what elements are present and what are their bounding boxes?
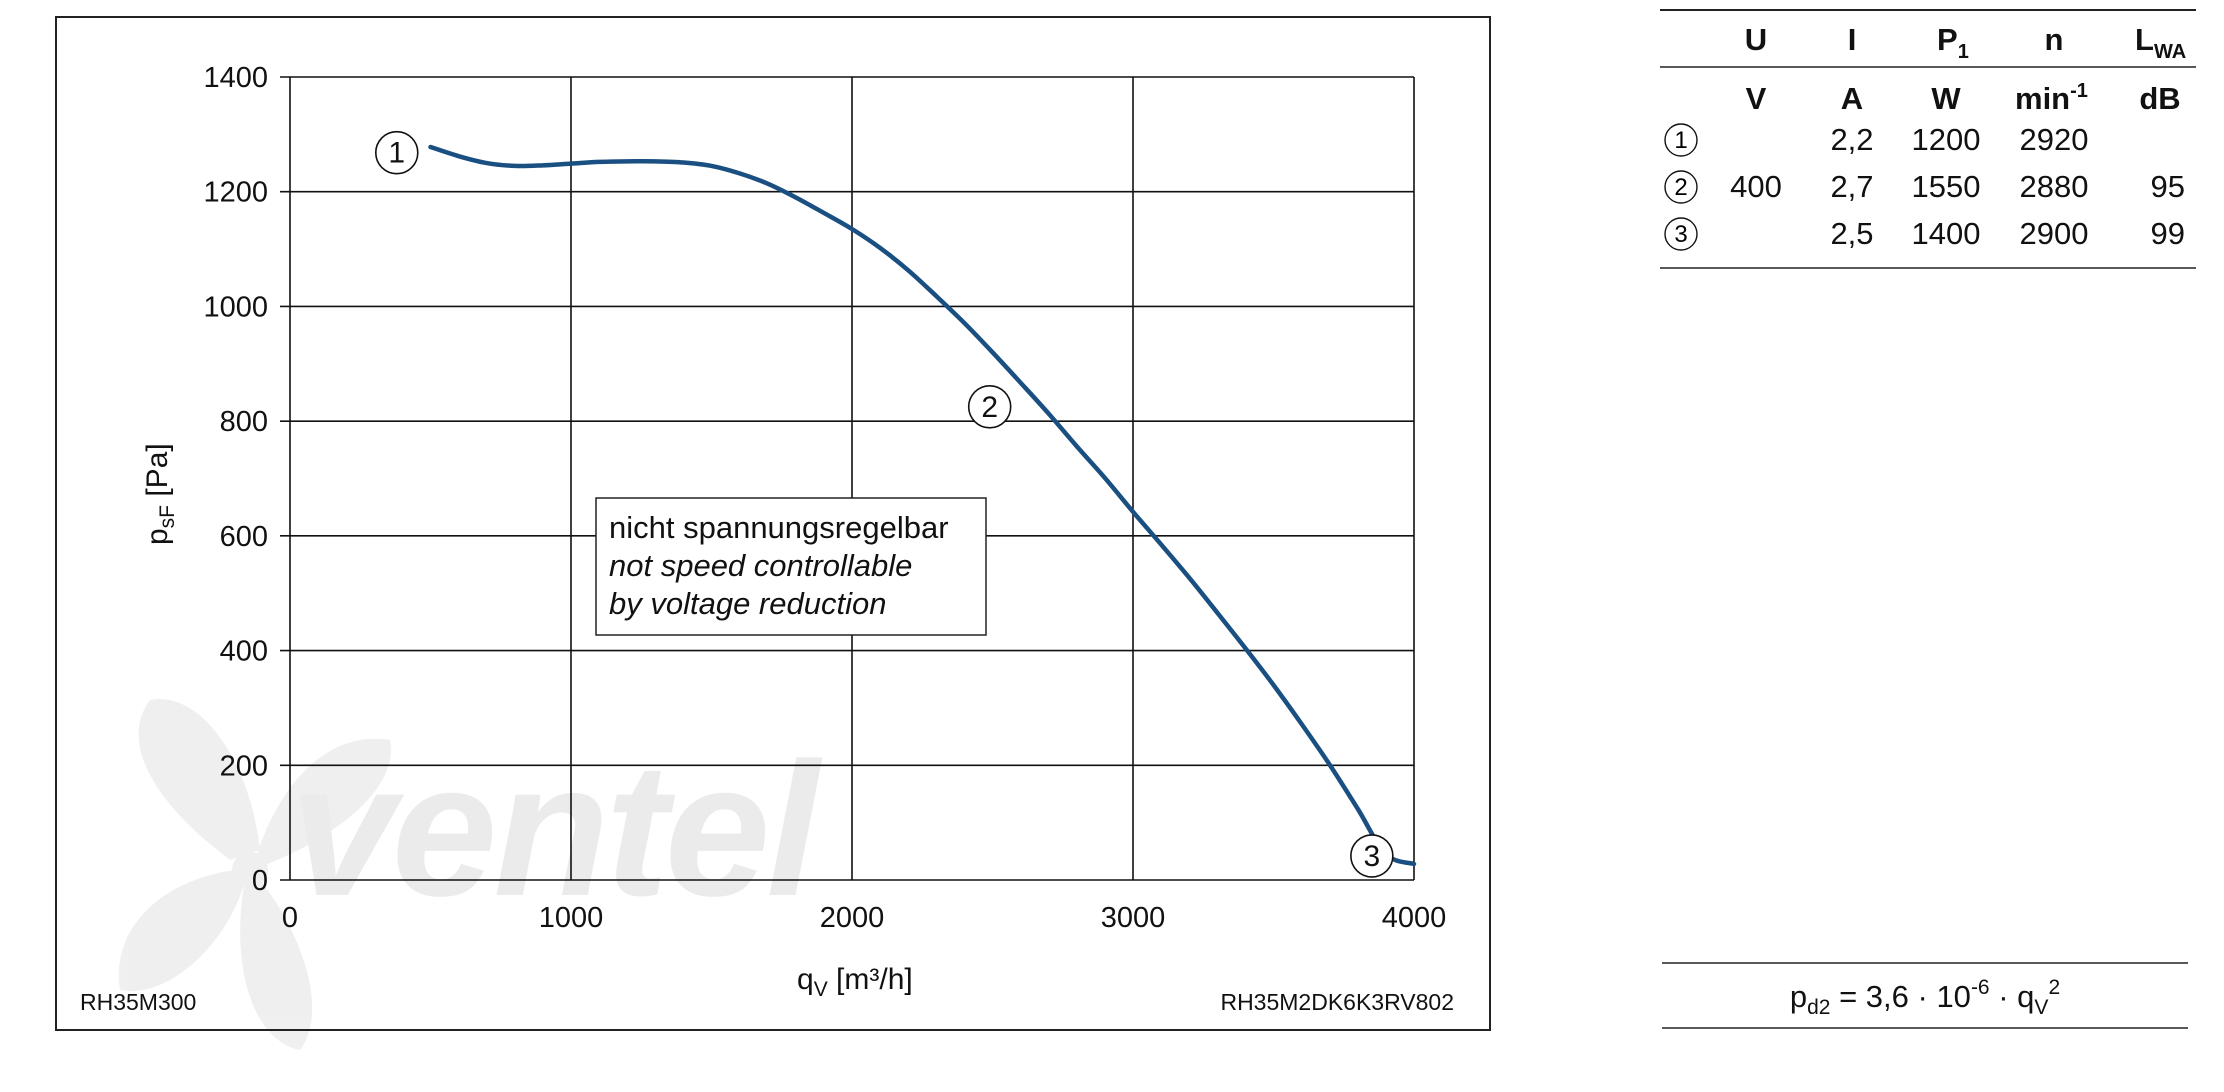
formula-text: pd2 = 3,6 · 10-6 · qV2 [1790,976,2060,1019]
unit-a: A [1841,81,1863,116]
cell-n: 2880 [2020,169,2089,204]
cell-p1: 1400 [1912,216,1981,251]
unit-db: dB [2139,81,2180,116]
operating-point-circle-3 [1350,834,1394,878]
table-header-symbols: U I P1 n LWA [1745,22,2186,63]
header-u: U [1745,22,1767,57]
operating-point-2: 2 [967,385,1012,429]
y-tick-label-800: 800 [220,406,268,438]
row-marker-label: 2 [1674,174,1687,201]
y-axis-label: psF [Pa] [141,443,179,545]
plot-area: 0 1000 2000 3000 4000 0 200 400 600 800 1000 1200 1… [203,62,1446,934]
y-tick-label-1000: 1000 [203,291,268,323]
operating-point-1: 1 [374,130,419,175]
row-marker-circle [1664,170,1698,204]
grid-lines [280,76,1415,881]
watermark-fan-icon [118,699,391,1050]
annotation-line-1: nicht spannungsregelbar [609,510,949,545]
y-tick-label-1200: 1200 [203,177,268,209]
operating-data-table: U I P1 n LWA V A W min-1 dB 1 2,2 1200 2920… [1660,9,2196,269]
operating-point-label-1: 1 [388,137,405,170]
header-i: I [1848,22,1857,57]
operating-point-label-3: 3 [1364,840,1381,873]
unit-min: min-1 [2015,80,2088,116]
row-marker-label: 3 [1674,221,1687,248]
x-axis-label: qV [m³/h] [797,963,913,1001]
operating-points: 1 2 3 [374,130,1394,878]
header-n: n [2045,22,2064,57]
watermark-logo: ventel [118,699,827,1050]
series-group [428,144,1417,867]
table-rows: 1 2,2 1200 2920 2 400 2,7 1550 2880 95 3 2,5 1400 290… [1664,122,2185,251]
cell-lwa: 99 [2151,216,2185,251]
unit-w: W [1931,81,1961,116]
operating-point-3: 3 [1350,834,1394,878]
annotation-line-3: by voltage reduction [609,586,886,621]
table-row: 3 2,5 1400 2900 99 [1664,216,2185,251]
annotation-box: nicht spannungsregelbar not speed contro… [595,497,987,636]
x-tick-label-0: 0 [282,902,298,934]
table-header-units: V A W min-1 dB [1746,80,2181,116]
x-tick-label-1000: 1000 [539,902,604,934]
x-tick-label-4000: 4000 [1382,902,1447,934]
header-p1: P1 [1937,22,1969,63]
cell-p1: 1550 [1912,169,1981,204]
row-marker-circle [1664,123,1698,157]
y-tick-label-0: 0 [252,865,268,897]
watermark-wordmark: ventel [290,724,823,936]
operating-point-circle-1 [374,130,419,175]
cell-p1: 1200 [1912,122,1981,157]
series-line-0 [428,144,1417,867]
unit-v: V [1746,81,1767,116]
operating-point-label-2: 2 [981,391,998,424]
dynamic-pressure-formula: pd2 = 3,6 · 10-6 · qV2 [1662,962,2188,1029]
header-lwa: LWA [2135,22,2186,63]
y-tick-label-600: 600 [220,521,268,553]
operating-point-circle-2 [967,385,1012,429]
cell-u: 400 [1730,169,1782,204]
cell-i: 2,7 [1830,169,1873,204]
cell-i: 2,2 [1830,122,1873,157]
row-marker-label: 1 [1674,127,1687,154]
y-tick-label-400: 400 [220,636,268,668]
annotation-line-2: not speed controllable [609,548,912,583]
footer-right-label: RH35M2DK6K3RV802 [1220,989,1454,1015]
x-tick-label-3000: 3000 [1101,902,1166,934]
cell-n: 2900 [2020,216,2089,251]
x-tick-label-2000: 2000 [820,902,885,934]
footer-left-label: RH35M300 [80,989,196,1015]
y-tick-label-1400: 1400 [203,62,268,94]
cell-n: 2920 [2020,122,2089,157]
y-tick-label-200: 200 [220,750,268,782]
cell-lwa: 95 [2151,169,2185,204]
y-tick-labels: 0 200 400 600 800 1000 1200 1400 [203,62,268,897]
x-tick-labels: 0 1000 2000 3000 4000 [282,902,1446,934]
row-marker-circle [1664,217,1698,251]
cell-i: 2,5 [1830,216,1873,251]
chart-frame [55,16,1491,1031]
table-row: 2 400 2,7 1550 2880 95 [1664,169,2185,204]
table-row: 1 2,2 1200 2920 [1664,122,2089,157]
